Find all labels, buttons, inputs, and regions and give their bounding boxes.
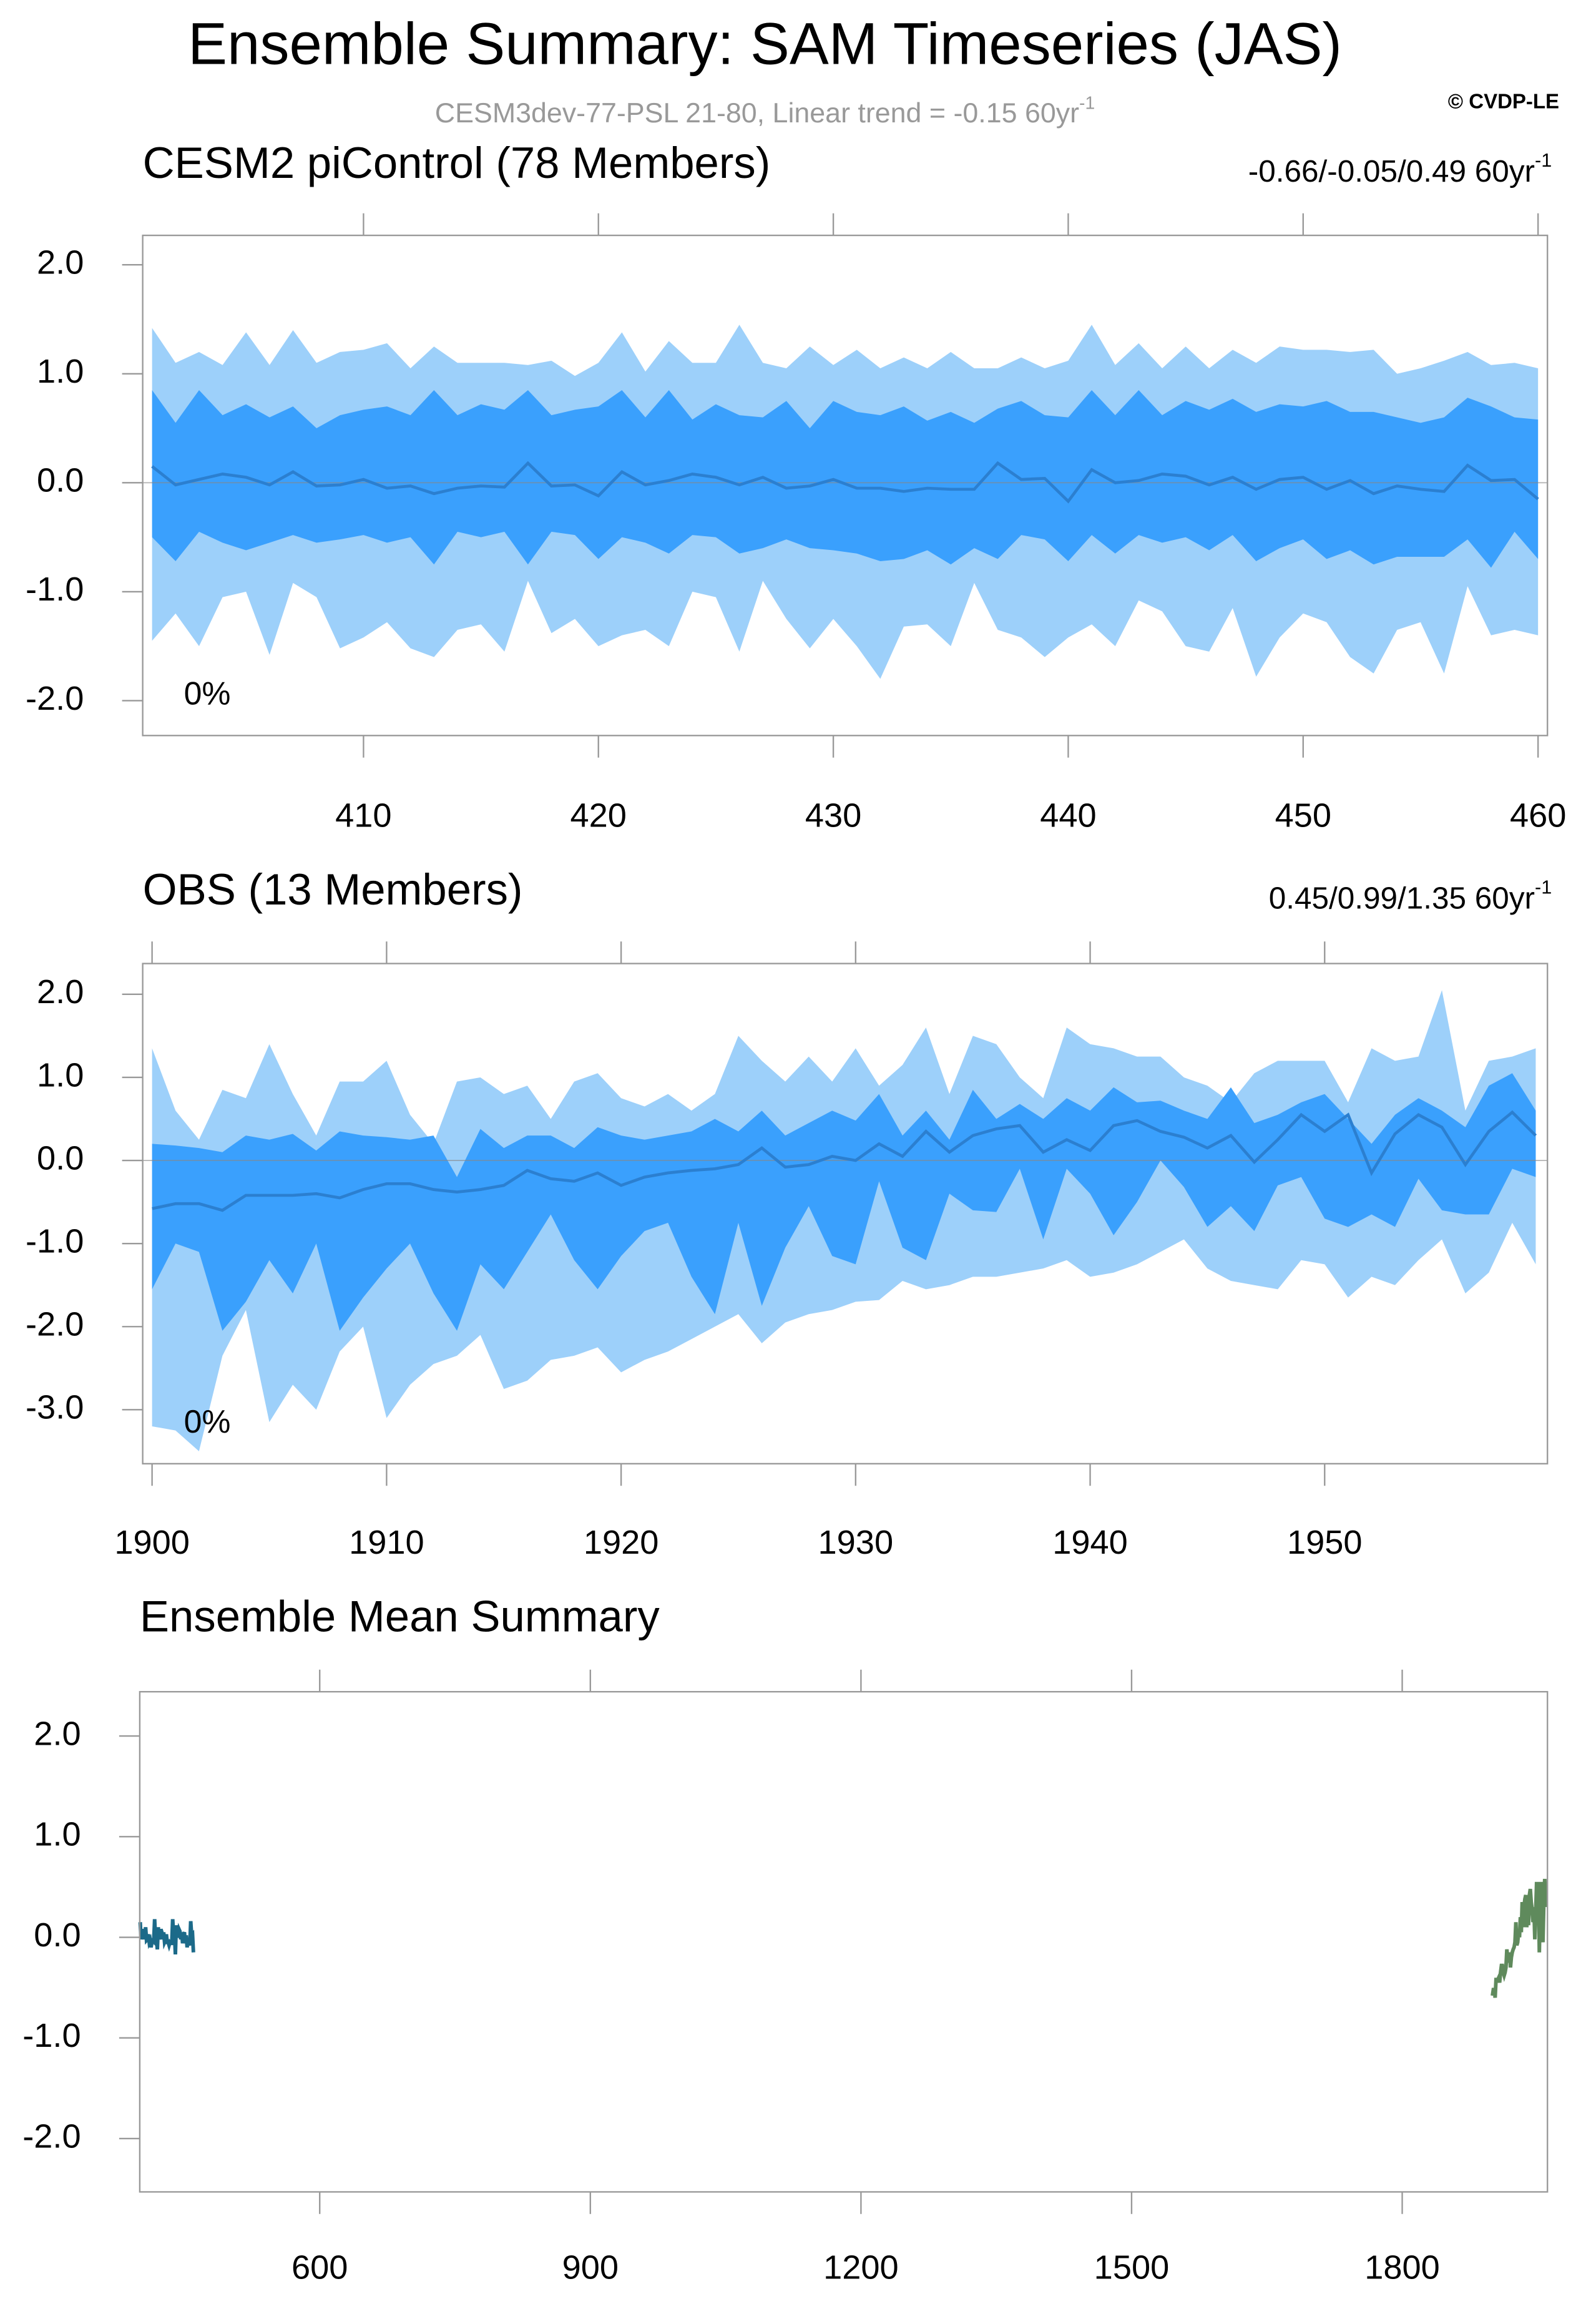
y-tick-label: -2.0 bbox=[26, 1306, 84, 1343]
x-tick-label: 1200 bbox=[823, 2249, 899, 2287]
x-tick-label: 460 bbox=[1510, 797, 1566, 835]
band bbox=[152, 390, 1539, 568]
trend-text: -0.66/-0.05/0.49 60yr bbox=[1248, 154, 1535, 189]
y-tick-label: -2.0 bbox=[26, 680, 84, 717]
y-tick-label: 0.0 bbox=[37, 462, 84, 499]
x-tick-label: 1950 bbox=[1287, 1524, 1363, 1561]
x-tick-label: 1800 bbox=[1364, 2249, 1440, 2287]
x-tick-label: 430 bbox=[805, 797, 861, 835]
y-tick-label: -1.0 bbox=[26, 571, 84, 608]
x-tick-label: 1500 bbox=[1094, 2249, 1170, 2287]
trend-sup: -1 bbox=[1535, 150, 1552, 171]
y-tick-label: 0.0 bbox=[37, 1139, 84, 1177]
mean-line bbox=[138, 1919, 195, 1955]
x-tick-label: 1930 bbox=[818, 1524, 894, 1561]
y-tick-label: 1.0 bbox=[37, 353, 84, 390]
x-tick-label: 450 bbox=[1275, 797, 1331, 835]
panel-title: CESM2 piControl (78 Members) bbox=[143, 138, 771, 187]
x-tick-label: 1900 bbox=[114, 1524, 190, 1561]
credit: © CVDP-LE bbox=[1448, 90, 1559, 113]
trend-label: -0.66/-0.05/0.49 60yr-1 bbox=[1248, 150, 1552, 189]
y-tick-label: 2.0 bbox=[37, 244, 84, 282]
y-tick-label: 2.0 bbox=[37, 973, 84, 1011]
x-tick-label: 1920 bbox=[584, 1524, 659, 1561]
mean-line bbox=[1491, 1878, 1548, 1998]
x-tick-label: 600 bbox=[291, 2249, 348, 2287]
mean-line bbox=[151, 461, 1539, 504]
panel-title: Ensemble Mean Summary bbox=[140, 1591, 660, 1640]
subtitle-text: CESM3dev-77-PSL 21-80, Linear trend = -0… bbox=[435, 97, 1079, 129]
y-tick-label: -1.0 bbox=[26, 1222, 84, 1260]
trend-label: 0.45/0.99/1.35 60yr-1 bbox=[1269, 877, 1552, 916]
y-tick-label: -3.0 bbox=[26, 1389, 84, 1426]
y-tick-label: 1.0 bbox=[37, 1056, 84, 1094]
y-tick-label: 0.0 bbox=[34, 1916, 81, 1954]
y-tick-label: 1.0 bbox=[34, 1816, 81, 1853]
subtitle: CESM3dev-77-PSL 21-80, Linear trend = -0… bbox=[435, 93, 1095, 129]
annotation: 0% bbox=[184, 675, 231, 711]
annotation: 0% bbox=[184, 1403, 231, 1439]
trend-text: 0.45/0.99/1.35 60yr bbox=[1269, 881, 1535, 915]
x-tick-label: 1940 bbox=[1052, 1524, 1128, 1561]
x-tick-label: 1910 bbox=[349, 1524, 424, 1561]
y-tick-label: -2.0 bbox=[22, 2117, 81, 2155]
plot-frame bbox=[142, 234, 1549, 737]
x-tick-label: 410 bbox=[335, 797, 391, 835]
y-tick-label: 2.0 bbox=[34, 1715, 81, 1752]
y-tick-label: -1.0 bbox=[22, 2017, 81, 2054]
x-tick-label: 420 bbox=[570, 797, 627, 835]
plot-frame bbox=[139, 1690, 1549, 2193]
band bbox=[152, 1073, 1536, 1331]
mean-line bbox=[152, 1110, 1537, 1212]
subtitle-sup: -1 bbox=[1079, 93, 1095, 113]
panel-title: OBS (13 Members) bbox=[143, 865, 523, 914]
plot-frame bbox=[142, 963, 1549, 1465]
x-tick-label: 440 bbox=[1040, 797, 1096, 835]
figure-title: Ensemble Summary: SAM Timeseries (JAS) bbox=[188, 11, 1342, 77]
x-tick-label: 900 bbox=[562, 2249, 619, 2287]
trend-sup: -1 bbox=[1535, 877, 1552, 898]
